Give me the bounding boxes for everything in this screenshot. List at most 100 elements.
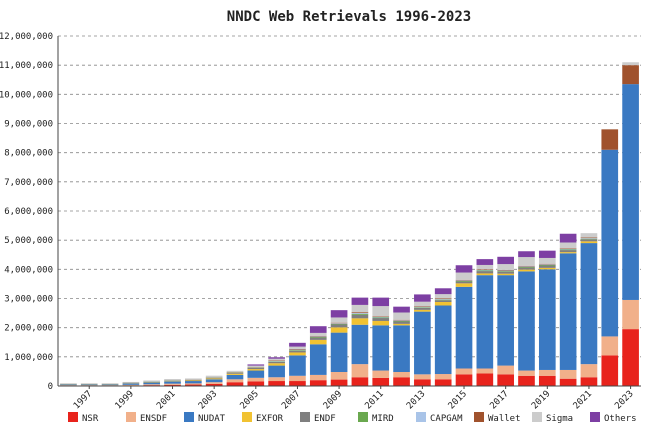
bar-segment: [247, 365, 265, 368]
legend-label: Sigma: [546, 414, 573, 424]
grid-lines: [58, 35, 641, 387]
bar-segment: [247, 367, 265, 370]
bar-segment: [393, 323, 410, 326]
bar-segment: [351, 377, 369, 386]
legend-swatch: [184, 412, 194, 422]
bar-segment: [538, 375, 556, 386]
bar-segment: [538, 264, 556, 266]
bar-segment: [518, 265, 535, 267]
bar-segment: [497, 271, 514, 272]
bar-segment: [122, 381, 140, 383]
legend-swatch: [474, 412, 484, 422]
bar-segment: [434, 300, 452, 302]
bar-segment: [372, 318, 390, 321]
bar-segment: [268, 381, 285, 386]
bar-segment: [351, 313, 369, 315]
bar-segment: [164, 379, 181, 381]
bar-segment: [268, 358, 285, 361]
bar-segment: [185, 384, 202, 386]
bar-segment: [185, 381, 202, 384]
bar-segment: [497, 264, 514, 270]
x-axis: 1997 1999 2001 2003 2005 2007 2009 2011 2013 2015…: [58, 385, 641, 411]
bar-segment: [518, 269, 535, 272]
bar-segment: [268, 363, 285, 366]
bars: [60, 62, 639, 386]
legend-swatch: [126, 412, 136, 422]
bar-segment: [330, 372, 348, 380]
bar-segment: [289, 346, 306, 349]
bar-segment: [309, 335, 327, 337]
bar-segment: [247, 364, 265, 366]
bar-segment: [226, 382, 244, 386]
bar-segment: [434, 288, 452, 295]
bar-segment: [309, 380, 327, 386]
bar-segment: [580, 237, 598, 239]
bar-segment: [393, 320, 410, 322]
bar-segment: [330, 332, 348, 372]
bar-segment: [559, 249, 577, 251]
y-tick-label: 1,000,000: [4, 353, 53, 363]
bar-segment: [434, 299, 452, 301]
bar-segment: [414, 311, 431, 375]
bar-segment: [497, 269, 514, 271]
y-tick-label: 10,000,000: [0, 90, 53, 100]
bar-segment: [351, 314, 369, 319]
y-axis: 0 1,000,000 2,000,000 3,000,000 4,000,000 5,0…: [0, 32, 59, 392]
bar-segment: [434, 305, 452, 375]
bar-segment: [247, 369, 265, 371]
bar-segment: [330, 317, 348, 323]
bar-segment: [393, 306, 410, 313]
bar-segment: [622, 299, 639, 330]
bar-segment: [497, 374, 514, 386]
bar-segment: [289, 375, 306, 382]
bar-segment: [393, 325, 410, 372]
y-tick-label: 6,000,000: [4, 207, 53, 217]
bar-segment: [518, 266, 535, 267]
y-tick-label: 8,000,000: [4, 149, 53, 159]
bar-segment: [414, 374, 431, 380]
bar-segment: [559, 248, 577, 249]
bar-segment: [559, 233, 577, 243]
bar-segment: [414, 301, 431, 307]
bar-segment: [414, 307, 431, 308]
bar-segment: [372, 317, 390, 319]
bar-segment: [476, 269, 494, 270]
bar-segment: [393, 312, 410, 320]
bar-segment: [226, 374, 244, 380]
legend-label: EXFOR: [256, 414, 284, 424]
legend-swatch: [532, 412, 542, 422]
bar-segment: [538, 250, 556, 258]
x-tick-label: 2023: [613, 389, 635, 411]
legend: NSR ENSDF NUDAT EXFOR ENDF MIRD CAPGAM Wallet Si…: [68, 412, 637, 424]
bar-segment: [455, 286, 473, 369]
bar-segment: [205, 377, 223, 379]
bar-segment: [518, 267, 535, 268]
bar-segment: [351, 324, 369, 365]
bar-segment: [559, 242, 577, 249]
bar-segment: [455, 283, 473, 287]
bar-segment: [330, 327, 348, 333]
bar-segment: [518, 370, 535, 376]
x-tick-label: 2015: [447, 389, 469, 411]
bar-segment: [580, 243, 598, 365]
bar-segment: [122, 383, 140, 385]
bar-segment: [226, 373, 244, 375]
bar-segment: [497, 365, 514, 375]
bar-segment: [414, 306, 431, 308]
bar-segment: [309, 332, 327, 336]
y-tick-label: 2,000,000: [4, 324, 53, 334]
x-tick-label: 2013: [405, 389, 427, 411]
bar-segment: [185, 383, 202, 385]
bar-segment: [226, 379, 244, 383]
bar-segment: [476, 368, 494, 374]
legend-swatch: [242, 412, 252, 422]
bar-segment: [497, 270, 514, 272]
bar-segment: [476, 259, 494, 265]
bar-segment: [164, 384, 181, 386]
bar-segment: [414, 379, 431, 386]
bar-segment: [143, 384, 161, 386]
bar-segment: [622, 62, 639, 66]
bar-segment: [372, 316, 390, 317]
bar-segment: [538, 257, 556, 264]
bar-segment: [476, 373, 494, 386]
